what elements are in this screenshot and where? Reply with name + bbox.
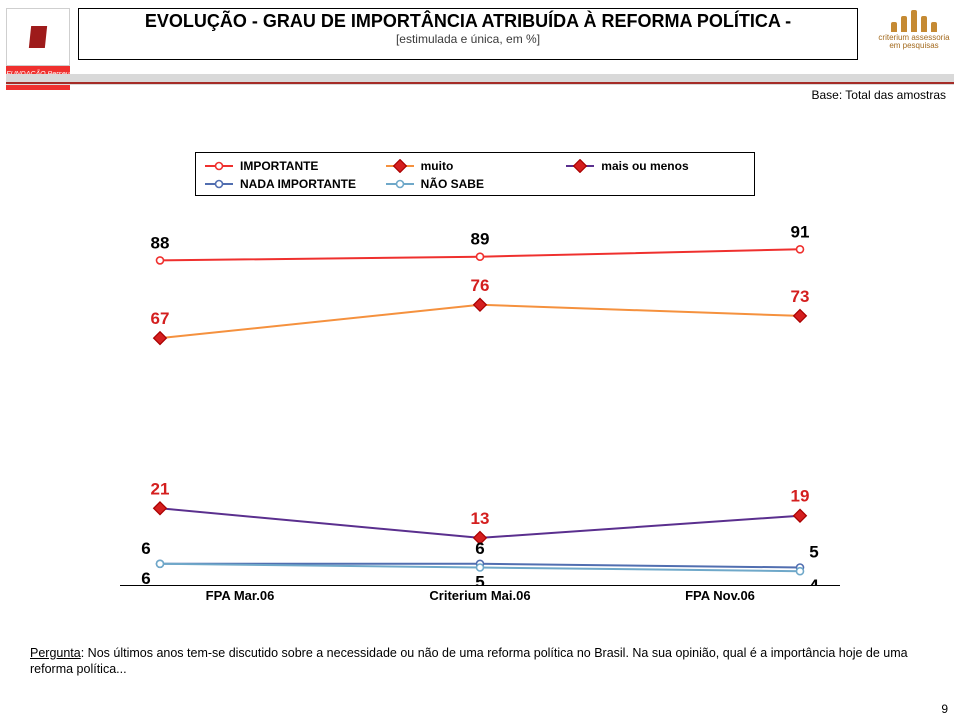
legend-swatch-icon [565,159,595,173]
chart-legend: IMPORTANTE muito mais ou menos NADA IMPORTA… [195,152,755,196]
value-label: 5 [475,573,484,587]
series-marker-importante [477,253,484,260]
category-axis-labels: FPA Mar.06Criterium Mai.06FPA Nov.06 [120,588,840,603]
line-chart-svg: 88 89 91 67 76 73 21 13 19 6 6 5 6 5 4 [120,216,840,586]
value-label: 21 [151,479,170,498]
legend-item-nada-importante: NADA IMPORTANTE [204,175,385,193]
logo-criterium-text: criterium assessoria em pesquisas [874,34,954,51]
header-rule-thin [6,84,954,85]
value-label: 89 [471,230,490,249]
legend-swatch-icon [385,159,415,173]
page-number: 9 [941,702,948,716]
logo-fundacao-top [6,8,70,66]
category-label: FPA Mar.06 [120,588,360,603]
question-body: : Nos últimos anos tem-se discutido sobr… [30,646,908,676]
page-title: EVOLUÇÃO - GRAU DE IMPORTÂNCIA ATRIBUÍDA… [79,11,857,32]
value-label: 19 [791,487,810,506]
series-marker-muito [794,310,807,323]
header-rule-thick [6,74,954,82]
title-banner: EVOLUÇÃO - GRAU DE IMPORTÂNCIA ATRIBUÍDA… [78,8,858,60]
series-marker-importante [157,257,164,264]
legend-swatch-icon [204,177,234,191]
category-label: FPA Nov.06 [600,588,840,603]
legend-item-nao-sabe: NÃO SABE [385,175,566,193]
value-label: 6 [141,539,150,558]
logo-criterium: criterium assessoria em pesquisas [874,8,954,60]
page-subtitle: [estimulada e única, em %] [79,32,857,46]
series-marker-importante [797,246,804,253]
flame-icon [29,26,47,48]
value-label: 88 [151,233,170,252]
value-label: 91 [791,222,810,241]
legend-item-importante: IMPORTANTE [204,157,385,175]
series-marker-mais-ou-menos [154,502,167,515]
legend-label: muito [421,159,454,173]
legend-label: mais ou menos [601,159,688,173]
legend-label: IMPORTANTE [240,159,318,173]
question-lead: Pergunta [30,646,81,660]
value-label: 5 [809,543,818,562]
bars-icon [891,8,937,32]
legend-label: NÃO SABE [421,177,484,191]
value-label: 73 [791,287,810,306]
legend-item-muito: muito [385,157,566,175]
series-marker-nao-sabe [157,560,164,567]
series-marker-nao-sabe [797,568,804,575]
category-label: Criterium Mai.06 [360,588,600,603]
series-marker-muito [474,298,487,311]
line-chart: 88 89 91 67 76 73 21 13 19 6 6 5 6 5 4 [120,216,840,586]
legend-swatch-icon [385,177,415,191]
question-text: Pergunta: Nos últimos anos tem-se discut… [30,646,930,677]
series-marker-muito [154,332,167,345]
legend-label: NADA IMPORTANTE [240,177,356,191]
value-label: 6 [475,539,484,558]
series-marker-mais-ou-menos [794,509,807,522]
legend-swatch-icon [204,159,234,173]
value-label: 4 [809,576,819,586]
value-label: 6 [141,569,150,586]
value-label: 13 [471,509,490,528]
value-label: 67 [151,309,170,328]
base-note: Base: Total das amostras [811,88,946,102]
value-label: 76 [471,276,490,295]
series-marker-nao-sabe [477,564,484,571]
legend-item-mais-ou-menos: mais ou menos [565,157,746,175]
